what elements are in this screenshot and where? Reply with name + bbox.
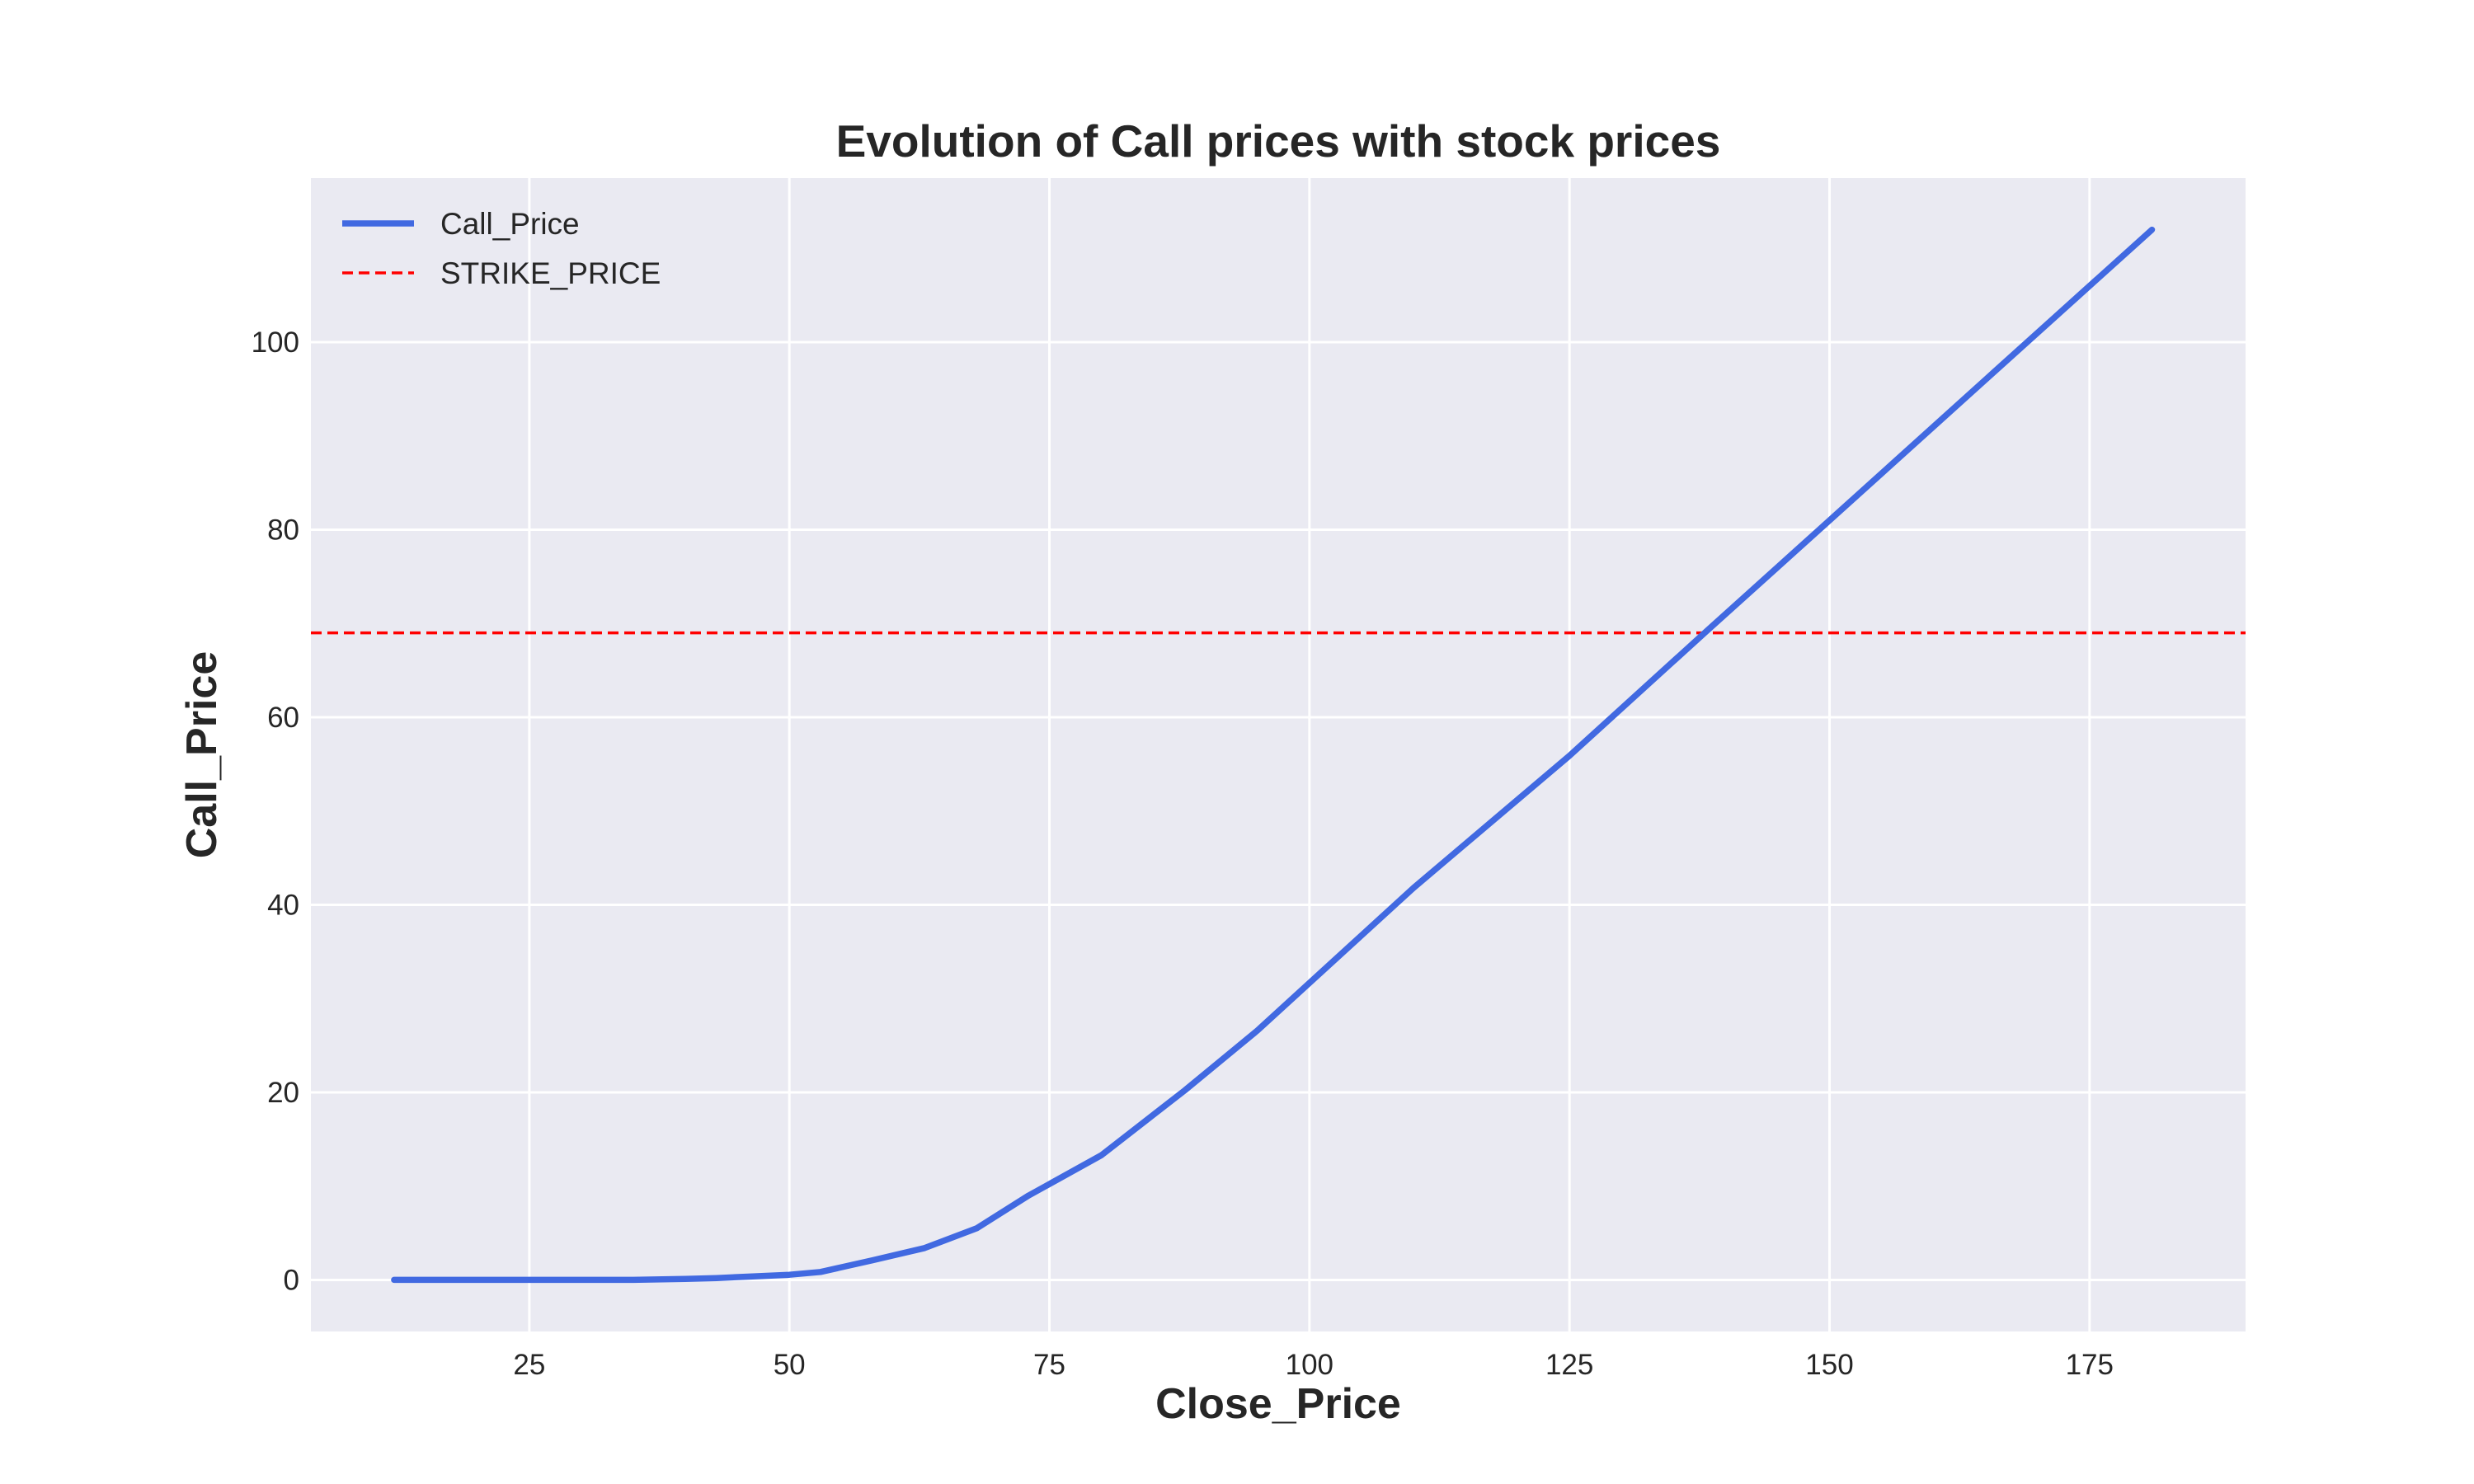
plot-area: [311, 178, 2246, 1331]
series-lines: [391, 226, 2156, 1284]
legend-label-strike-price: STRIKE_PRICE: [440, 256, 661, 290]
y-tick-label: 0: [284, 1264, 299, 1296]
x-tick-label: 75: [1033, 1349, 1065, 1381]
legend-label-call-price: Call_Price: [440, 207, 580, 241]
x-tick-labels: 25 50 75 100 125 150 175: [513, 1349, 2114, 1381]
chart-title: Evolution of Call prices with stock pric…: [836, 115, 1721, 167]
x-tick-label: 100: [1286, 1349, 1333, 1381]
x-tick-label: 50: [774, 1349, 806, 1381]
x-tick-label: 175: [2066, 1349, 2114, 1381]
y-axis-label: Call_Price: [178, 651, 226, 859]
x-tick-label: 125: [1545, 1349, 1593, 1381]
x-tick-label: 150: [1805, 1349, 1853, 1381]
y-tick-labels: 0 20 40 60 80 100: [252, 326, 299, 1296]
x-axis-label: Close_Price: [1155, 1380, 1401, 1428]
x-tick-label: 25: [513, 1349, 545, 1381]
y-tick-label: 100: [252, 326, 299, 359]
y-tick-label: 20: [267, 1077, 299, 1109]
y-tick-label: 80: [267, 514, 299, 547]
y-tick-label: 40: [267, 889, 299, 921]
call-price-line: [391, 226, 2156, 1284]
y-tick-label: 60: [267, 702, 299, 734]
legend: Call_Price STRIKE_PRICE: [342, 207, 661, 290]
